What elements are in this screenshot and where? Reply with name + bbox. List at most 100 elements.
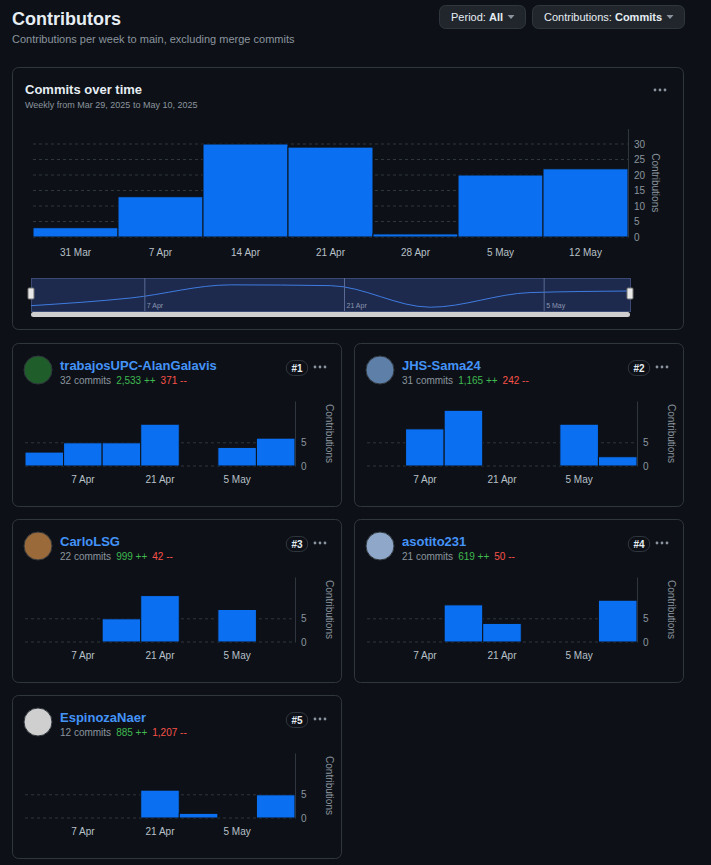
filter-button[interactable]: Period: All — [440, 6, 526, 29]
bar[interactable] — [483, 466, 522, 467]
filter-text[interactable]: Contributions: Commits — [544, 11, 662, 23]
bar[interactable] — [444, 605, 483, 642]
bar[interactable] — [179, 813, 218, 818]
contributor-card: EspinozaNaer12 commits885 ++1,207 --#505… — [13, 696, 342, 859]
bar[interactable] — [560, 424, 599, 466]
bar[interactable] — [373, 234, 458, 237]
contributor-name[interactable]: JHS-Sama24 — [402, 358, 482, 373]
menu-dot[interactable] — [319, 366, 322, 369]
bar[interactable] — [256, 642, 295, 643]
filter-button-bg[interactable] — [440, 6, 526, 29]
contributor-name[interactable]: asotito231 — [402, 534, 466, 549]
filter-value[interactable]: All — [489, 11, 503, 23]
menu-dot[interactable] — [666, 542, 669, 545]
bar[interactable] — [256, 438, 295, 466]
bar[interactable] — [141, 790, 180, 818]
bar[interactable] — [444, 410, 483, 466]
avatar[interactable] — [24, 708, 52, 736]
menu-dot[interactable] — [314, 718, 317, 721]
bar[interactable] — [64, 443, 103, 466]
x-tick-label: 7 Apr — [71, 474, 95, 485]
filter-text[interactable]: Period: All — [451, 11, 503, 23]
bar[interactable] — [406, 642, 445, 643]
bar[interactable] — [598, 457, 637, 466]
contributor-name[interactable]: CarloLSG — [60, 534, 120, 549]
contributor-name[interactable]: trabajosUPC-AlanGalavis — [60, 358, 217, 373]
bar[interactable] — [256, 795, 295, 818]
bar[interactable] — [218, 818, 257, 819]
menu-dot[interactable] — [661, 542, 664, 545]
avatar[interactable] — [366, 532, 394, 560]
avatar[interactable] — [24, 532, 52, 560]
bar[interactable] — [521, 466, 560, 467]
menu-button[interactable] — [656, 366, 669, 369]
menu-dot[interactable] — [319, 718, 322, 721]
menu-button[interactable] — [314, 366, 327, 369]
navigator-bg[interactable] — [32, 279, 631, 312]
menu-dot[interactable] — [324, 366, 327, 369]
bar[interactable] — [288, 147, 373, 237]
bar[interactable] — [141, 596, 180, 642]
x-tick: 21 Apr — [488, 650, 518, 661]
bar[interactable] — [560, 642, 599, 643]
bar[interactable] — [521, 642, 560, 643]
bar[interactable] — [458, 175, 543, 237]
scrollbar[interactable] — [31, 312, 630, 317]
bar[interactable] — [25, 642, 64, 643]
menu-dot[interactable] — [656, 366, 659, 369]
menu-dot[interactable] — [659, 89, 662, 92]
menu-dot[interactable] — [661, 366, 664, 369]
filter-label[interactable]: Period: — [451, 11, 489, 23]
menu-dot[interactable] — [324, 718, 327, 721]
bar[interactable] — [64, 818, 103, 819]
menu-button[interactable] — [314, 718, 327, 721]
dropdown-caret[interactable] — [508, 15, 515, 19]
bar[interactable] — [102, 818, 141, 819]
y-axis-title: Contributions — [666, 580, 677, 639]
bar[interactable] — [118, 197, 203, 237]
navigator-handle[interactable] — [28, 288, 34, 299]
menu-button[interactable] — [654, 89, 667, 92]
bar[interactable] — [543, 169, 628, 237]
menu-dot[interactable] — [314, 542, 317, 545]
y-tick-label: 15 — [634, 185, 646, 196]
avatar[interactable] — [366, 356, 394, 384]
menu-dot[interactable] — [319, 542, 322, 545]
bar[interactable] — [598, 600, 637, 642]
bar[interactable] — [25, 452, 64, 466]
x-tick: 7 Apr — [71, 650, 95, 661]
menu-dot[interactable] — [314, 366, 317, 369]
bar[interactable] — [102, 443, 141, 466]
bar[interactable] — [218, 610, 257, 643]
filter-label[interactable]: Contributions: — [544, 11, 615, 23]
bar[interactable] — [406, 429, 445, 466]
menu-dot[interactable] — [666, 366, 669, 369]
bar[interactable] — [33, 228, 118, 237]
bar[interactable] — [218, 447, 257, 466]
menu-dot[interactable] — [656, 542, 659, 545]
dropdown-caret[interactable] — [667, 15, 674, 19]
filter-button-bg[interactable] — [533, 6, 685, 29]
bar[interactable] — [102, 619, 141, 642]
bar[interactable] — [179, 466, 218, 467]
menu-dot[interactable] — [324, 542, 327, 545]
menu-dot[interactable] — [664, 89, 667, 92]
bar[interactable] — [203, 144, 288, 237]
bar[interactable] — [483, 623, 522, 642]
menu-dot[interactable] — [654, 89, 657, 92]
bar[interactable] — [64, 642, 103, 643]
contributor-name[interactable]: EspinozaNaer — [60, 710, 146, 725]
filter-button[interactable]: Contributions: Commits — [533, 6, 685, 29]
navigator-handle[interactable] — [627, 288, 633, 299]
menu-button[interactable] — [314, 542, 327, 545]
menu-button[interactable] — [656, 542, 669, 545]
bar[interactable] — [141, 424, 180, 466]
bar[interactable] — [367, 466, 406, 467]
avatar[interactable] — [24, 356, 52, 384]
x-tick-label: 21 Apr — [146, 474, 176, 485]
bar[interactable] — [179, 642, 218, 643]
filter-value[interactable]: Commits — [615, 11, 662, 23]
bar[interactable] — [367, 642, 406, 643]
bar[interactable] — [25, 818, 64, 819]
navigator[interactable]: 7 Apr21 Apr5 May — [28, 278, 633, 317]
